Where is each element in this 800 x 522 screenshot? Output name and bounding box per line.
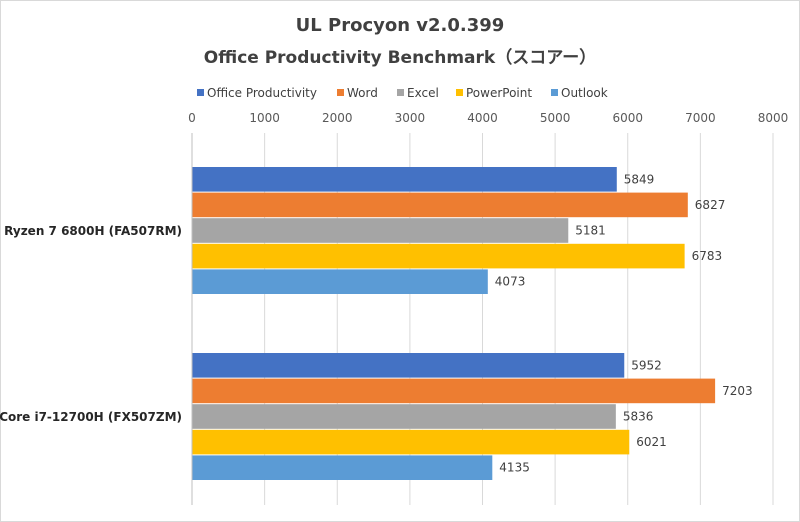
bar-0-4 [192,269,488,294]
bar-1-2 [192,404,616,429]
legend-swatch-4 [551,89,558,96]
chart-title: UL Procyon v2.0.399 [296,15,505,36]
data-label-1-0: 5952 [631,358,662,372]
x-tick-label-8: 8000 [758,111,789,125]
x-tick-label-1: 1000 [249,111,280,125]
data-label-0-3: 6783 [692,249,723,263]
data-label-0-2: 5181 [575,224,606,238]
legend-label-2: Excel [407,86,439,100]
x-tick-label-4: 4000 [467,111,498,125]
data-label-1-4: 4135 [499,461,530,475]
x-tick-label-7: 7000 [685,111,716,125]
x-tick-label-6: 6000 [612,111,643,125]
data-label-1-1: 7203 [722,384,753,398]
data-label-0-1: 6827 [695,198,726,212]
bar-1-3 [192,429,630,455]
bar-0-0 [192,167,617,192]
data-label-1-3: 6021 [636,435,667,449]
category-label-0: Ryzen 7 6800H (FA507RM) [4,224,182,238]
legend-label-1: Word [347,86,378,100]
legend-label-0: Office Productivity [207,86,317,100]
x-tick-label-5: 5000 [540,111,571,125]
x-tick-label-0: 0 [188,111,196,125]
legend-swatch-3 [456,89,463,96]
legend-swatch-1 [337,89,344,96]
bar-1-0 [192,353,625,378]
bar-1-1 [192,378,716,404]
chart-subtitle: Office Productivity Benchmark（スコアー） [204,47,596,68]
data-label-0-0: 5849 [624,172,655,186]
data-label-1-2: 5836 [623,410,654,424]
bar-0-1 [192,192,688,218]
legend-label-4: Outlook [561,86,608,100]
category-label-1: Core i7-12700H (FX507ZM) [0,410,182,424]
bar-0-3 [192,243,685,269]
x-tick-label-2: 2000 [322,111,353,125]
x-tick-label-3: 3000 [395,111,426,125]
bar-0-2 [192,218,569,243]
legend-swatch-2 [397,89,404,96]
bar-1-4 [192,455,493,480]
data-label-0-4: 4073 [495,275,526,289]
legend-swatch-0 [197,89,204,96]
legend-label-3: PowerPoint [466,86,532,100]
